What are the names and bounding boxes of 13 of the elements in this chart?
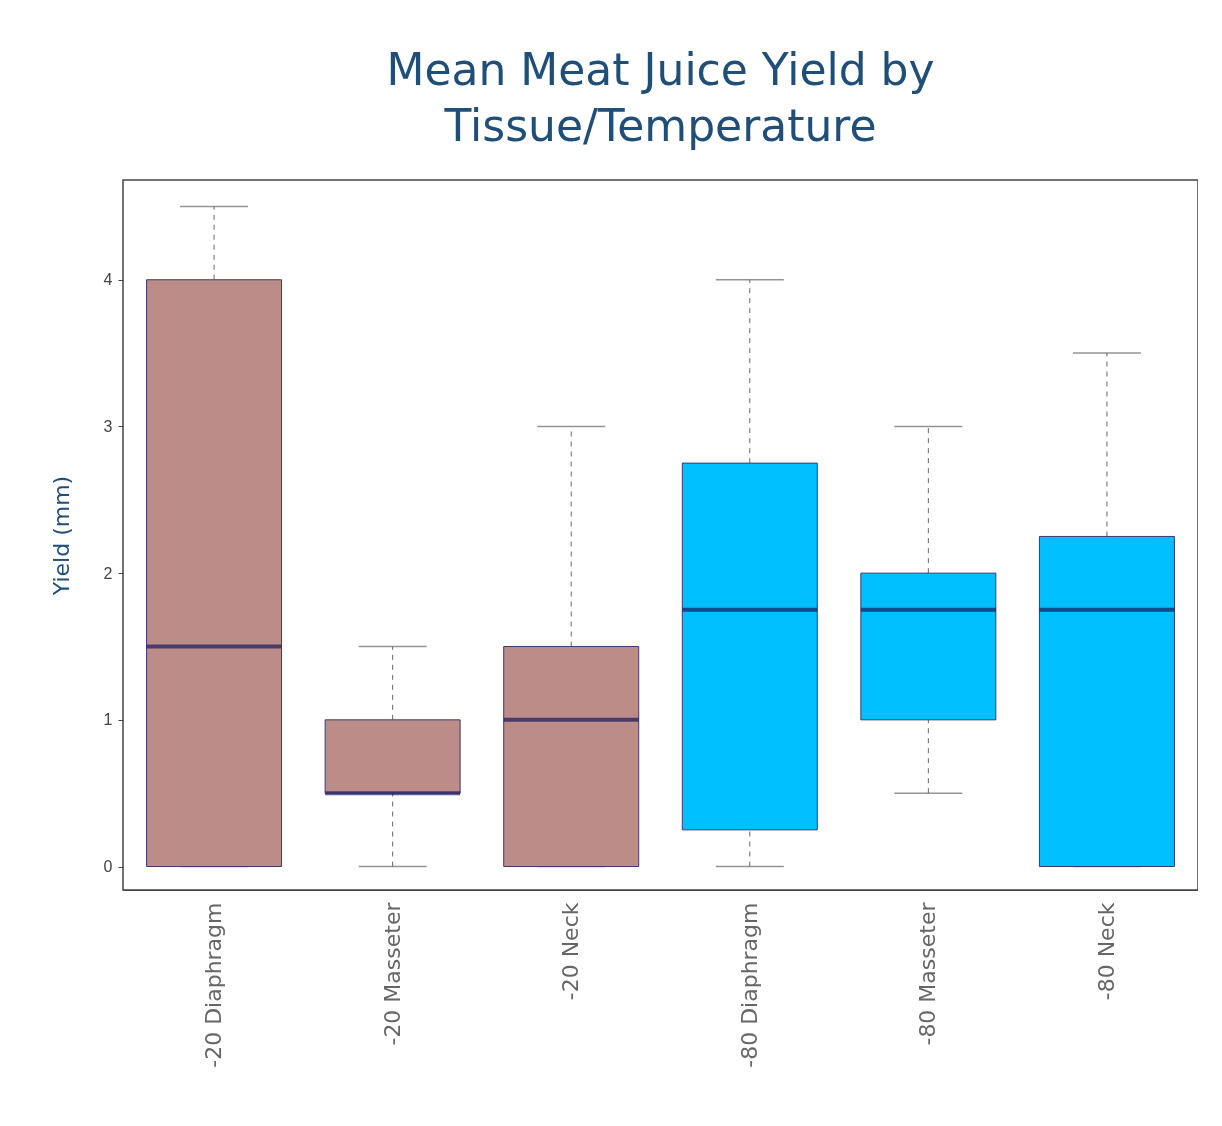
chart-title: Mean Meat Juice Yield by Tissue/Temperature [386, 44, 935, 151]
x-tick-label: -20 Neck [558, 902, 584, 1001]
y-tick-label: 3 [103, 417, 113, 435]
y-tick-label: 2 [103, 564, 113, 582]
x-tick-label: -20 Masseter [379, 901, 405, 1046]
x-tick-label: -80 Masseter [915, 901, 941, 1046]
y-tick-label: 1 [103, 711, 113, 729]
x-tick-label: -20 Diaphragm [201, 902, 227, 1068]
y-tick-label: 4 [103, 271, 113, 289]
x-tick-label: -80 Diaphragm [736, 902, 762, 1068]
y-axis-title: Yield (mm) [48, 475, 74, 597]
x-tick-label: -80 Neck [1093, 902, 1119, 1001]
y-tick-label: 0 [103, 858, 113, 876]
